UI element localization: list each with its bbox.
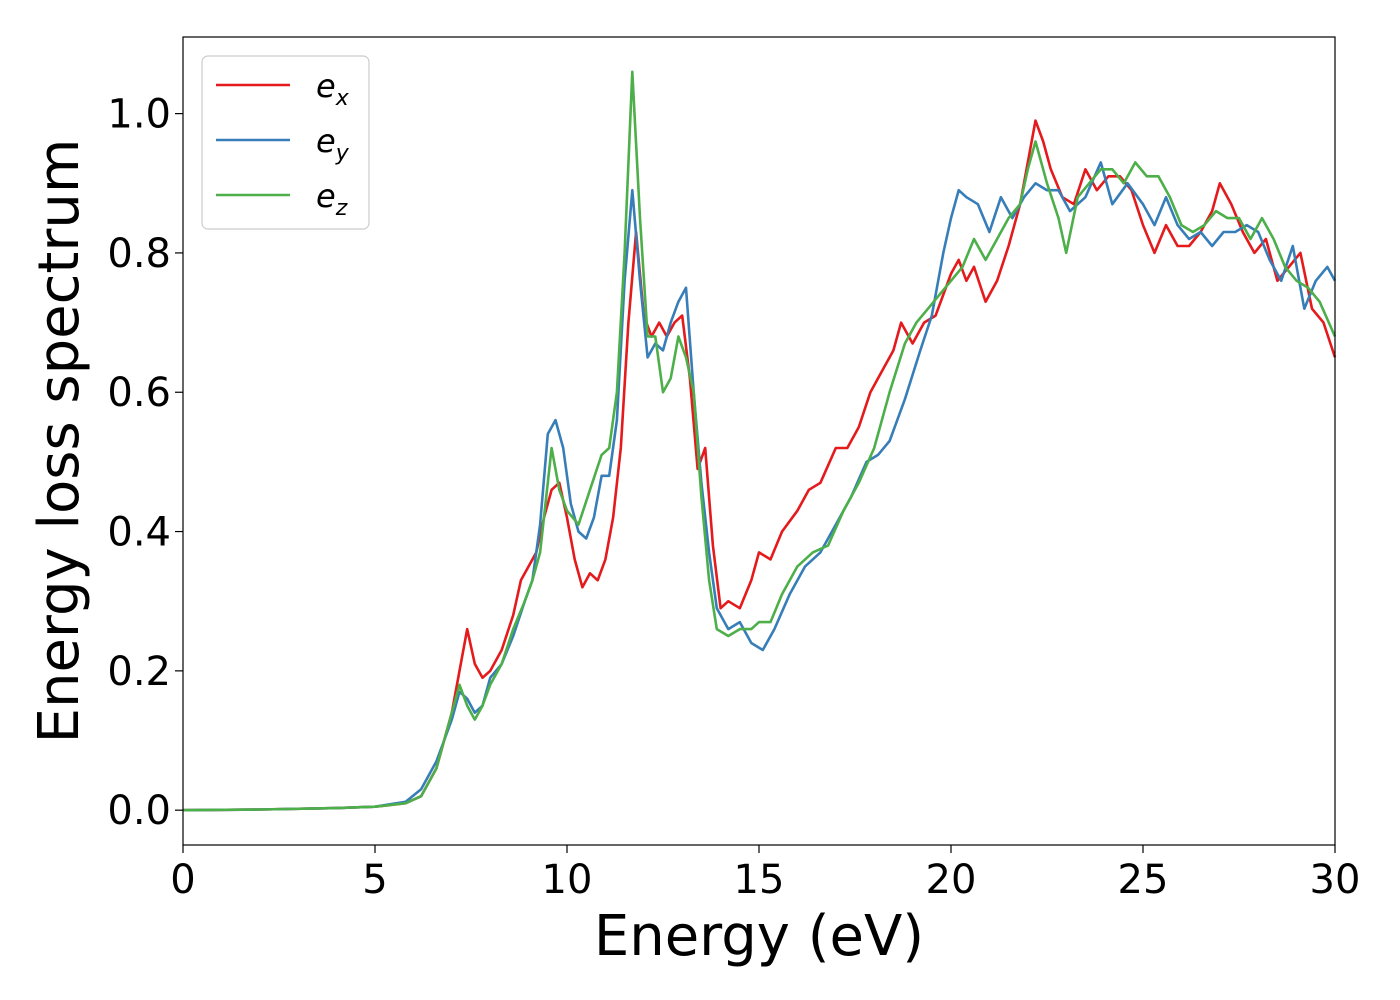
x-tick-label: 30 [1310,857,1361,903]
y-axis: 0.0 0.2 0.4 0.6 0.8 1.0 [107,92,183,834]
x-tick-label: 20 [926,857,977,903]
x-axis: 0 5 10 15 20 25 30 [170,845,1360,903]
y-tick-label: 0.4 [107,510,171,556]
series-line-ez [182,70,1337,812]
legend-label-subscript: x [335,86,350,111]
legend-label-ez: ez [316,177,348,221]
y-tick-label: 0.6 [107,370,171,416]
legend-label-main: e [316,177,336,215]
legend-label-ex: ex [316,67,350,111]
y-axis-label: Energy loss spectrum [27,139,92,744]
x-axis-label: Energy (eV) [594,904,924,969]
legend-label-main: e [316,122,336,160]
y-tick-label: 1.0 [107,92,171,138]
y-tick-label: 0.0 [107,788,171,834]
x-tick-label: 10 [542,857,593,903]
x-tick-label: 25 [1118,857,1169,903]
series-line-ex [182,119,1337,812]
x-tick-label: 0 [170,857,195,903]
series-layer [182,70,1337,812]
legend-box [201,55,370,230]
legend-label-main: e [316,67,336,105]
legend-label-ey: ey [316,122,350,166]
legend-label-subscript: y [335,141,350,166]
x-tick-label: 15 [734,857,785,903]
y-tick-label: 0.8 [107,231,171,277]
y-tick-label: 0.2 [107,649,171,695]
x-tick-label: 5 [362,857,387,903]
legend-label-subscript: z [335,196,348,221]
